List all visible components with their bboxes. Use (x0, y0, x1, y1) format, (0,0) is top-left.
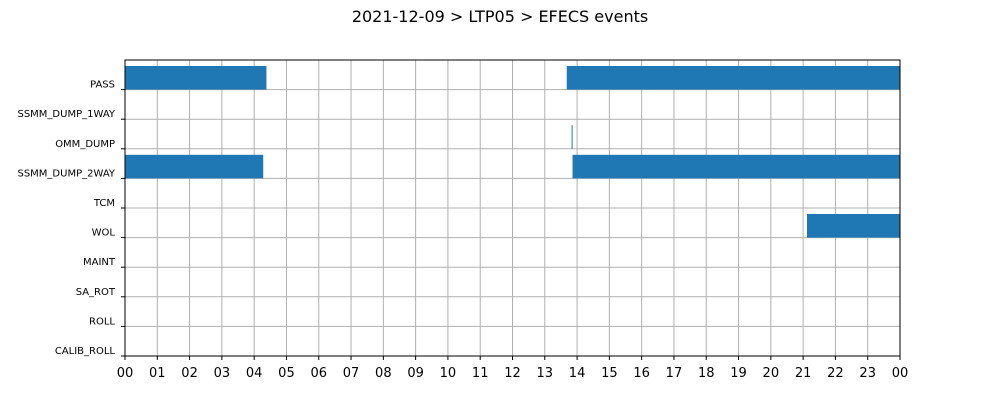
event-bar-ssmm-dump-2way (125, 154, 264, 179)
x-tick-label: 02 (181, 366, 198, 381)
x-tick-label: 11 (472, 366, 489, 381)
x-tick-label: 06 (310, 366, 327, 381)
y-tick-label: TCM (93, 198, 115, 209)
y-tick-label: PASS (90, 80, 115, 91)
x-tick-label: 16 (633, 366, 650, 381)
x-tick-label: 12 (504, 366, 521, 381)
x-tick-label: 01 (149, 366, 166, 381)
x-tick-label: 21 (795, 366, 812, 381)
x-tick-label: 23 (859, 366, 876, 381)
y-tick-labels: PASS SSMM_DUMP_1WAY OMM_DUMP SSMM_DUMP_2WAY… (17, 80, 115, 357)
event-bar-pass (566, 66, 900, 90)
x-tick-label: 00 (892, 366, 909, 381)
event-bar-omm-dump (571, 125, 573, 149)
y-tick-label: SA_ROT (76, 287, 116, 298)
x-tick-label: 08 (375, 366, 392, 381)
event-bar-pass (125, 66, 267, 90)
x-tick-label: 04 (246, 366, 263, 381)
event-bar-ssmm-dump-2way (572, 154, 900, 179)
y-tick-label: OMM_DUMP (55, 139, 115, 150)
x-tick-label: 10 (440, 366, 457, 381)
x-tick-labels: 00 01 02 03 04 05 06 07 08 09 10 11 12 13 14 15 16 17 18 19… (117, 366, 909, 381)
x-tick-label: 17 (666, 366, 683, 381)
y-tick-label: CALIB_ROLL (55, 346, 116, 357)
x-tick-label: 19 (730, 366, 747, 381)
grid-layer (124, 60, 901, 357)
y-tick-label: SSMM_DUMP_1WAY (17, 109, 115, 120)
x-tick-label: 13 (537, 366, 554, 381)
y-tick-label: SSMM_DUMP_2WAY (17, 168, 115, 179)
bars-layer (125, 66, 900, 238)
x-tick-label: 09 (407, 366, 424, 381)
x-tick-label: 00 (117, 366, 134, 381)
x-tick-label: 18 (698, 366, 715, 381)
x-tick-label: 03 (214, 366, 231, 381)
y-tick-label: MAINT (83, 257, 116, 268)
x-tick-label: 22 (827, 366, 844, 381)
x-tick-label: 05 (278, 366, 295, 381)
x-tick-label: 14 (569, 366, 586, 381)
y-tick-label: WOL (92, 228, 116, 239)
y-tick-label: ROLL (89, 316, 115, 327)
chart-title: 2021-12-09 > LTP05 > EFECS events (352, 7, 648, 26)
x-tick-label: 07 (343, 366, 360, 381)
x-tick-label: 15 (601, 366, 618, 381)
x-tick-label: 20 (763, 366, 780, 381)
event-bar-wol (807, 214, 900, 238)
axes-layer (121, 59, 901, 360)
